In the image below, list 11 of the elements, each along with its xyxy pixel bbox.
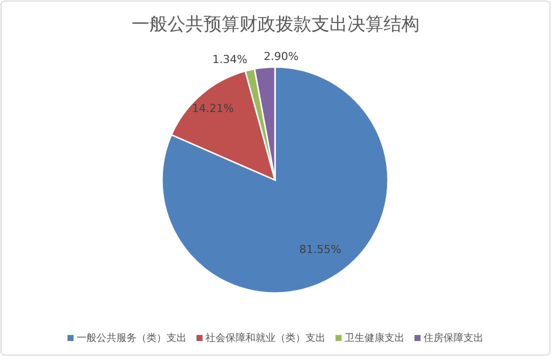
data-label: 14.21%: [192, 102, 234, 116]
chart-title: 一般公共预算财政拨款支出决算结构: [132, 14, 420, 35]
pie-slice: [161, 66, 389, 294]
data-label: 1.34%: [212, 52, 248, 66]
legend-label: 卫生健康支出: [344, 332, 404, 344]
data-label: 81.55%: [299, 243, 342, 256]
legend-label: 社会保障和就业（类）支出: [206, 332, 326, 344]
pie-slice: [170, 70, 276, 181]
data-label: 2.90%: [264, 50, 299, 64]
legend-label: 住房保障支出: [424, 332, 484, 344]
legend-label: 一般公共服务（类）支出: [76, 332, 186, 344]
